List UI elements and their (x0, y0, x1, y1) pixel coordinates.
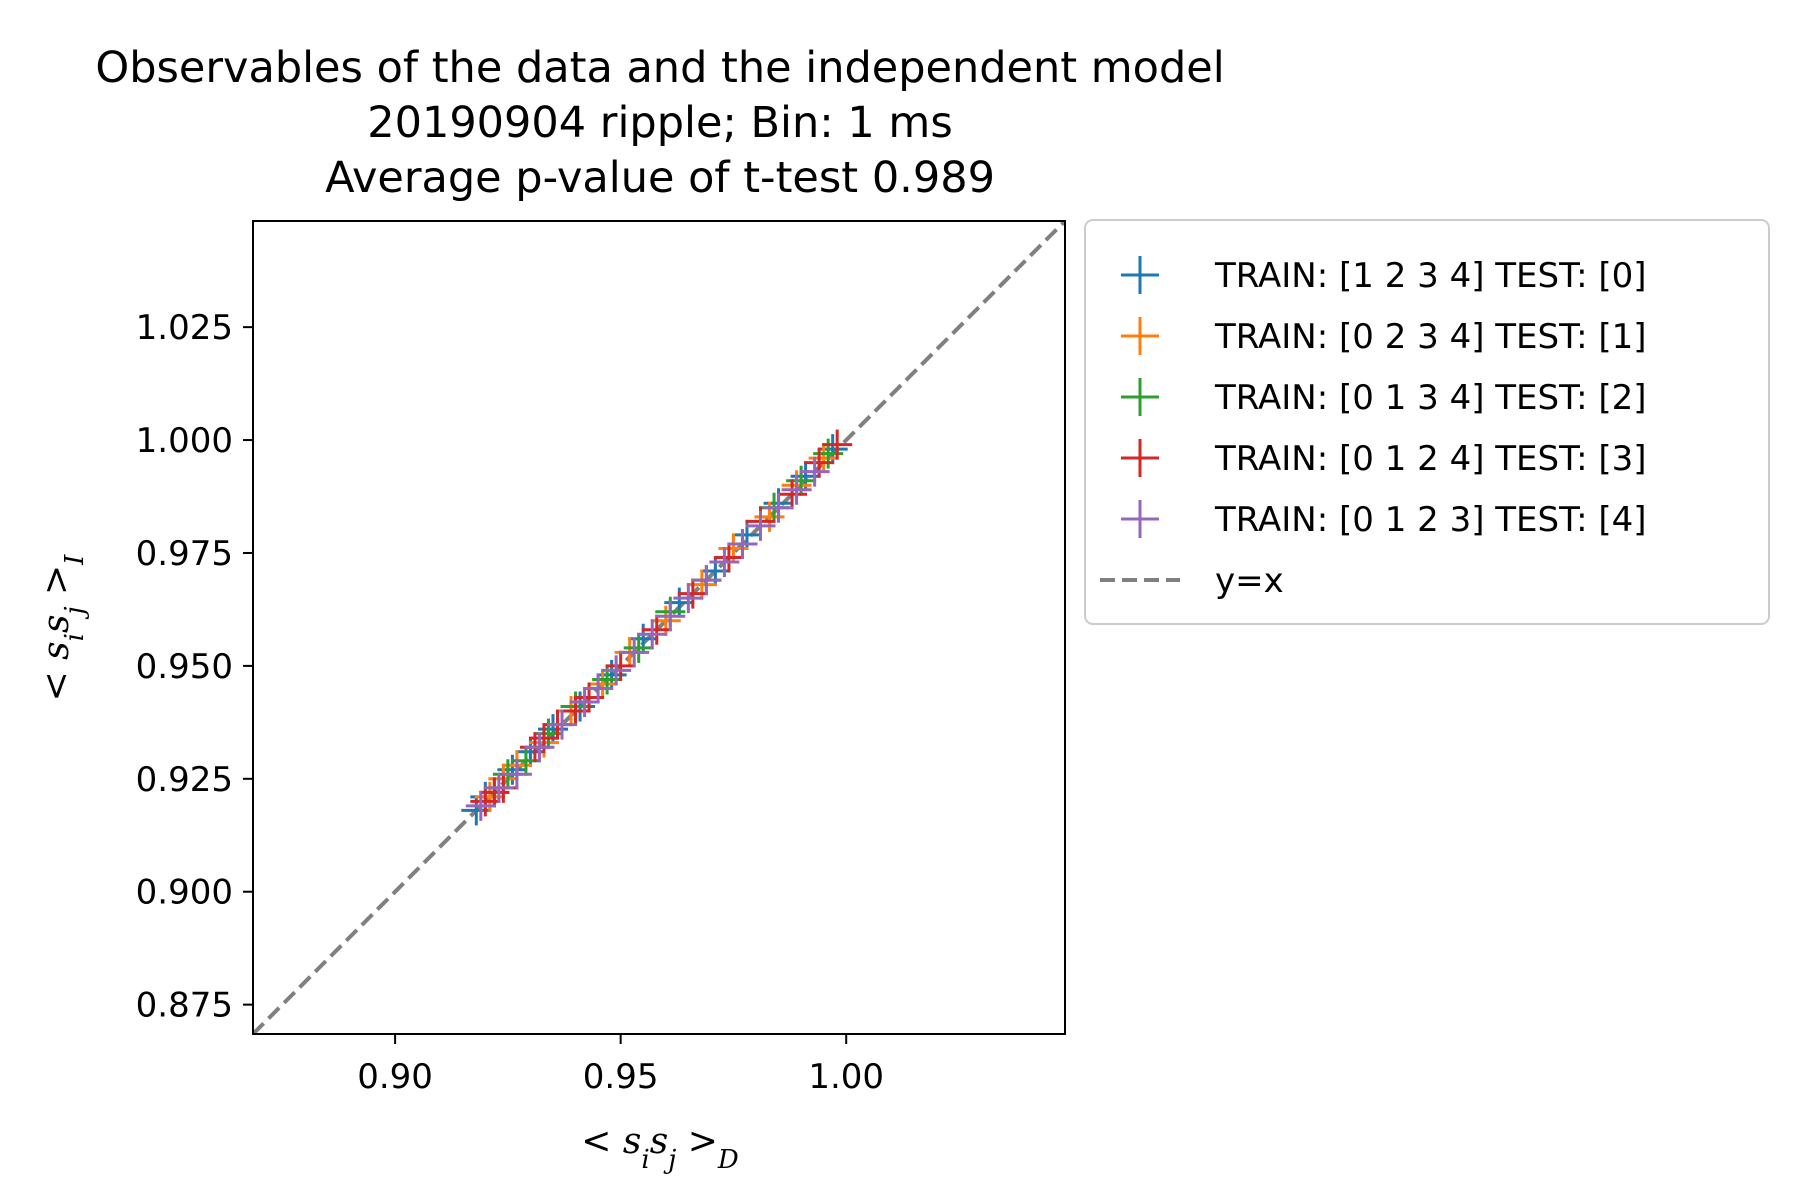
legend-entry-3: TRAIN: [0 1 2 4] TEST: [3] (1121, 439, 1647, 479)
data-point (547, 709, 578, 740)
reference-line-y-equals-x (253, 221, 1065, 1034)
y-tick-label: 0.925 (136, 760, 233, 800)
y-axis-label: < sisj >I (36, 554, 90, 702)
chart-title-line-3: Average p-value of t-test 0.989 (325, 153, 995, 203)
chart-title-line-1: Observables of the data and the independ… (95, 43, 1224, 93)
data-point (709, 547, 740, 578)
data-point (605, 650, 636, 681)
y-tick-label: 0.975 (136, 534, 233, 574)
legend-entry-reference: y=x (1100, 561, 1284, 601)
legend-entry-1: TRAIN: [0 2 3 4] TEST: [1] (1121, 317, 1647, 357)
x-axis-ticks: 0.90 0.95 1.00 (357, 1034, 884, 1097)
y-tick-label: 0.950 (136, 647, 233, 687)
data-point (745, 510, 776, 541)
data-point (619, 637, 650, 668)
data-point (641, 614, 672, 645)
y-tick-label: 1.000 (136, 421, 233, 461)
reference-line-layer (253, 221, 1065, 1034)
data-point (677, 578, 708, 609)
data-point (601, 655, 632, 686)
data-point (777, 479, 808, 510)
legend: TRAIN: [1 2 3 4] TEST: [0] TRAIN: [0 2 3 … (1084, 219, 1770, 625)
data-point (713, 542, 744, 573)
data-point (655, 601, 686, 632)
data-point (691, 565, 722, 596)
legend-label: TRAIN: [0 1 2 4] TEST: [3] (1214, 439, 1647, 479)
y-axis-ticks: 0.875 0.900 0.925 0.950 0.975 1.000 1.025 (136, 308, 253, 1026)
legend-entry-2: TRAIN: [0 1 3 4] TEST: [2] (1121, 378, 1647, 418)
series-4-points (465, 456, 830, 821)
legend-marker (1121, 439, 1159, 477)
data-point (727, 528, 758, 559)
chart-title-line-2: 20190904 ripple; Bin: 1 ms (367, 98, 952, 148)
legend-box (1084, 219, 1770, 625)
data-point (524, 732, 555, 763)
x-tick-label: 0.95 (583, 1057, 659, 1097)
legend-label: TRAIN: [1 2 3 4] TEST: [0] (1214, 256, 1647, 296)
legend-marker (1121, 317, 1159, 355)
y-tick-label: 0.900 (136, 873, 233, 913)
plot-frame (252, 220, 1066, 1035)
legend-entry-4: TRAIN: [0 1 2 3] TEST: [4] (1121, 500, 1647, 540)
legend-entry-0: TRAIN: [1 2 3 4] TEST: [0] (1121, 256, 1647, 296)
legend-label: TRAIN: [0 1 2 3] TEST: [4] (1214, 500, 1647, 540)
data-point (483, 772, 514, 803)
data-point (799, 456, 830, 487)
data-point (781, 474, 812, 505)
data-point (465, 790, 496, 821)
data-point (501, 759, 532, 790)
data-point (673, 583, 704, 614)
legend-marker (1121, 378, 1159, 416)
data-point (587, 668, 618, 699)
legend-marker (1121, 500, 1159, 538)
data-point (569, 687, 600, 718)
data-points-layer (461, 429, 853, 826)
x-axis-label: < sisj >D (581, 1121, 739, 1175)
data-point (637, 619, 668, 650)
data-point (583, 673, 614, 704)
data-point (763, 492, 794, 523)
legend-label: y=x (1215, 561, 1284, 601)
legend-label: TRAIN: [0 2 3 4] TEST: [1] (1214, 317, 1647, 357)
data-point (623, 632, 654, 663)
legend-label: TRAIN: [0 1 3 4] TEST: [2] (1214, 378, 1647, 418)
x-tick-label: 1.00 (808, 1057, 884, 1097)
y-tick-label: 0.875 (136, 986, 233, 1026)
y-tick-label: 1.025 (136, 308, 233, 348)
legend-marker (1121, 256, 1159, 294)
data-point (822, 429, 853, 460)
x-tick-label: 0.90 (357, 1057, 433, 1097)
